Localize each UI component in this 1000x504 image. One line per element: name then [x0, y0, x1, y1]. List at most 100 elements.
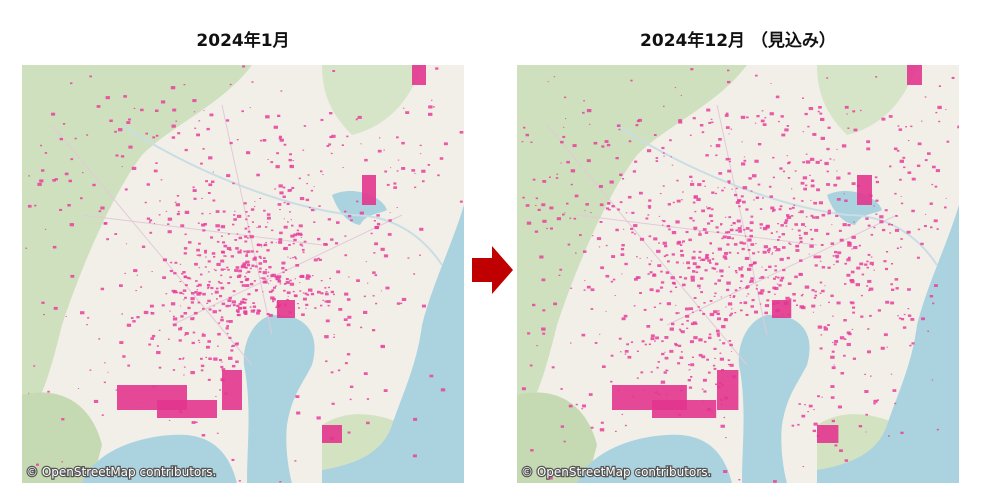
- coverage: [165, 293, 168, 295]
- coverage: [364, 158, 368, 162]
- coverage: [180, 224, 185, 228]
- coverage: [675, 220, 680, 224]
- coverage: [220, 286, 225, 290]
- coverage: [242, 262, 247, 265]
- coverage: [599, 221, 603, 223]
- coverage: [605, 244, 608, 247]
- coverage: [737, 199, 741, 202]
- coverage: [867, 224, 871, 227]
- coverage: [826, 170, 829, 173]
- coverage: [126, 121, 131, 124]
- coverage: [667, 260, 670, 263]
- coverage: [741, 266, 744, 268]
- coverage: [850, 280, 855, 284]
- coverage: [827, 266, 831, 269]
- coverage: [717, 247, 722, 251]
- coverage: [215, 210, 220, 213]
- coverage: [706, 206, 708, 208]
- coverage: [671, 253, 675, 256]
- coverage: [568, 404, 573, 408]
- coverage: [645, 217, 649, 220]
- coverage: [183, 252, 187, 255]
- coverage: [212, 310, 217, 314]
- coverage: [827, 212, 831, 215]
- coverage: [238, 302, 242, 305]
- coverage: [905, 126, 907, 128]
- coverage: [419, 254, 421, 256]
- coverage: [307, 174, 310, 176]
- coverage: [567, 243, 571, 246]
- coverage: [620, 248, 625, 251]
- coverage: [621, 413, 624, 415]
- coverage: [245, 272, 248, 274]
- coverage: [238, 269, 242, 273]
- coverage: [903, 166, 906, 169]
- coverage: [220, 225, 226, 229]
- coverage: [802, 161, 805, 164]
- coverage: [372, 329, 376, 332]
- coverage: [213, 357, 218, 361]
- coverage: [231, 344, 235, 347]
- coverage: [900, 431, 904, 434]
- coverage: [903, 313, 906, 316]
- map-title: 2024年1月: [196, 30, 289, 51]
- coverage: [287, 189, 292, 192]
- coverage: [817, 325, 823, 329]
- arrow: [472, 246, 513, 294]
- coverage: [710, 118, 713, 120]
- coverage: [344, 362, 348, 365]
- coverage: [431, 99, 433, 101]
- coverage: [292, 290, 295, 293]
- coverage: [627, 355, 632, 359]
- coverage: [797, 423, 800, 426]
- coverage: [894, 192, 897, 195]
- coverage: [767, 249, 771, 252]
- coverage: [636, 377, 639, 379]
- coverage: [279, 481, 282, 483]
- coverage: [229, 248, 232, 251]
- coverage: [797, 229, 801, 232]
- coverage: [738, 205, 741, 208]
- coverage: [556, 173, 559, 175]
- coverage: [766, 224, 770, 228]
- coverage: [59, 137, 63, 141]
- coverage: [272, 300, 275, 303]
- coverage: [844, 459, 849, 462]
- coverage: [764, 117, 767, 119]
- coverage: [739, 241, 744, 245]
- coverage: [187, 276, 191, 280]
- coverage: [810, 214, 814, 217]
- coverage: [678, 120, 683, 124]
- coverage: [322, 425, 342, 443]
- coverage: [722, 235, 727, 239]
- coverage: [196, 133, 200, 137]
- coverage: [665, 254, 669, 257]
- coverage: [279, 191, 284, 195]
- coverage: [653, 237, 658, 241]
- coverage: [218, 282, 221, 284]
- coverage: [226, 325, 229, 328]
- coverage: [226, 320, 230, 323]
- coverage: [851, 248, 853, 250]
- map-title: 2024年12月 （見込み）: [640, 30, 836, 51]
- coverage: [182, 293, 185, 295]
- coverage: [258, 270, 262, 273]
- coverage: [305, 303, 309, 306]
- coverage: [704, 231, 709, 234]
- coverage: [895, 215, 898, 217]
- coverage: [682, 283, 686, 287]
- coverage: [590, 308, 594, 310]
- coverage: [325, 319, 330, 323]
- coverage: [693, 226, 698, 230]
- coverage: [809, 244, 814, 248]
- coverage: [771, 253, 773, 255]
- coverage: [757, 143, 762, 146]
- coverage: [728, 133, 730, 135]
- coverage: [198, 254, 202, 257]
- coverage: [217, 280, 220, 283]
- coverage: [789, 243, 792, 245]
- coverage: [279, 231, 283, 235]
- coverage: [782, 170, 786, 173]
- coverage: [314, 307, 317, 309]
- forest: [517, 65, 747, 425]
